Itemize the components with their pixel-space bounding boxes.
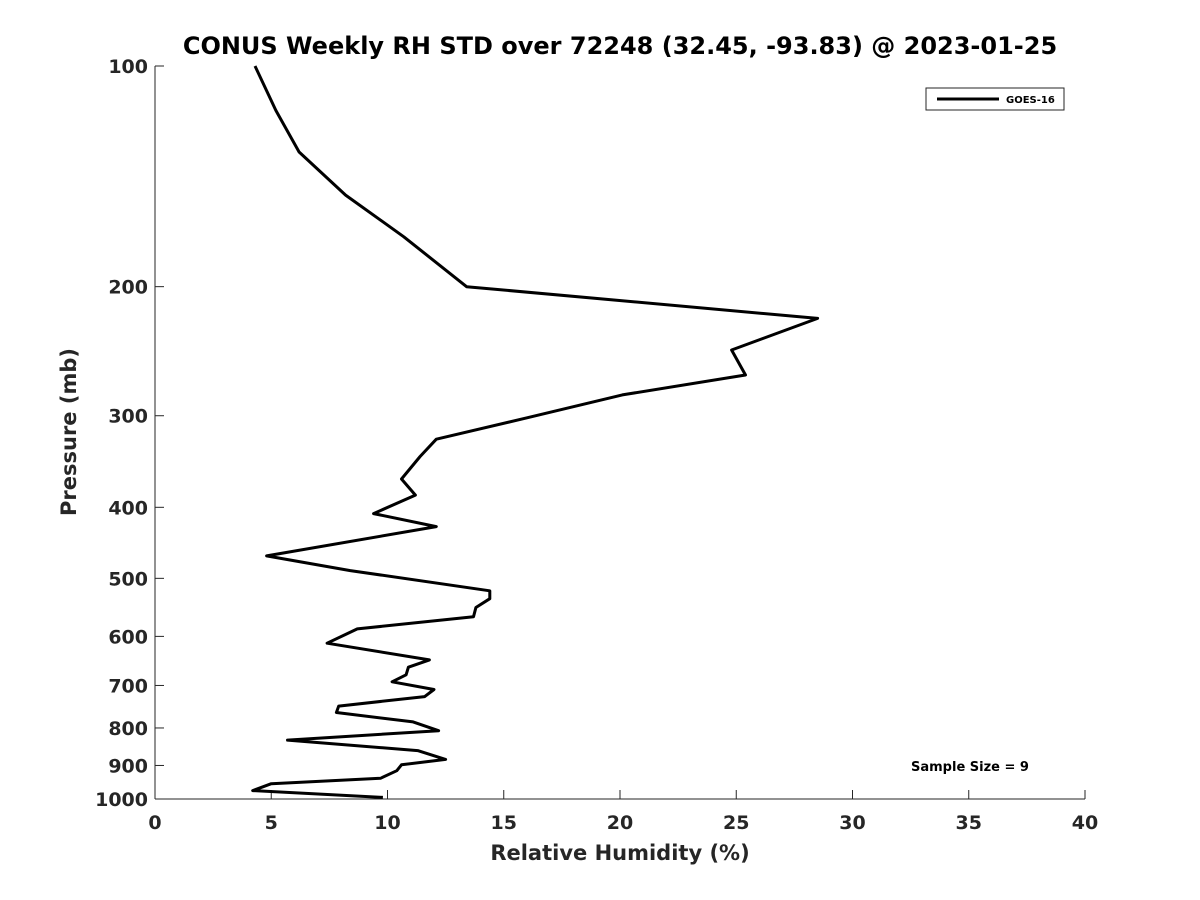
y-tick-label: 200 <box>108 277 148 299</box>
series-group <box>251 65 820 799</box>
x-tick-label: 30 <box>839 812 865 834</box>
y-tick-label: 500 <box>108 568 148 590</box>
y-axis-label: Pressure (mb) <box>57 348 81 516</box>
axes <box>154 66 1085 800</box>
y-tick-label: 900 <box>108 755 148 777</box>
x-tick-label: 0 <box>148 812 161 834</box>
x-ticks: 0 5 10 15 20 25 30 35 40 <box>148 790 1098 834</box>
x-tick-label: 35 <box>956 812 982 834</box>
series-line-goes-16 <box>251 65 820 799</box>
x-axis-label: Relative Humidity (%) <box>490 841 749 865</box>
x-tick-label: 20 <box>607 812 633 834</box>
x-tick-label: 5 <box>265 812 278 834</box>
y-tick-label: 300 <box>108 406 148 428</box>
sample-size-annotation: Sample Size = 9 <box>911 760 1029 775</box>
y-tick-label: 700 <box>108 675 148 697</box>
chart-title: CONUS Weekly RH STD over 72248 (32.45, -… <box>183 32 1057 60</box>
x-tick-label: 15 <box>491 812 517 834</box>
y-tick-label: 1000 <box>95 789 148 811</box>
y-tick-label: 400 <box>108 497 148 519</box>
y-tick-label: 800 <box>108 718 148 740</box>
y-tick-label: 600 <box>108 626 148 648</box>
x-tick-label: 40 <box>1072 812 1098 834</box>
y-tick-label: 100 <box>108 56 148 78</box>
legend: GOES-16 <box>925 87 1065 111</box>
x-tick-label: 25 <box>723 812 749 834</box>
y-ticks: 100 200 300 400 500 600 700 800 900 1000 <box>95 56 164 811</box>
x-tick-label: 10 <box>374 812 400 834</box>
legend-label-goes-16: GOES-16 <box>1006 95 1055 106</box>
